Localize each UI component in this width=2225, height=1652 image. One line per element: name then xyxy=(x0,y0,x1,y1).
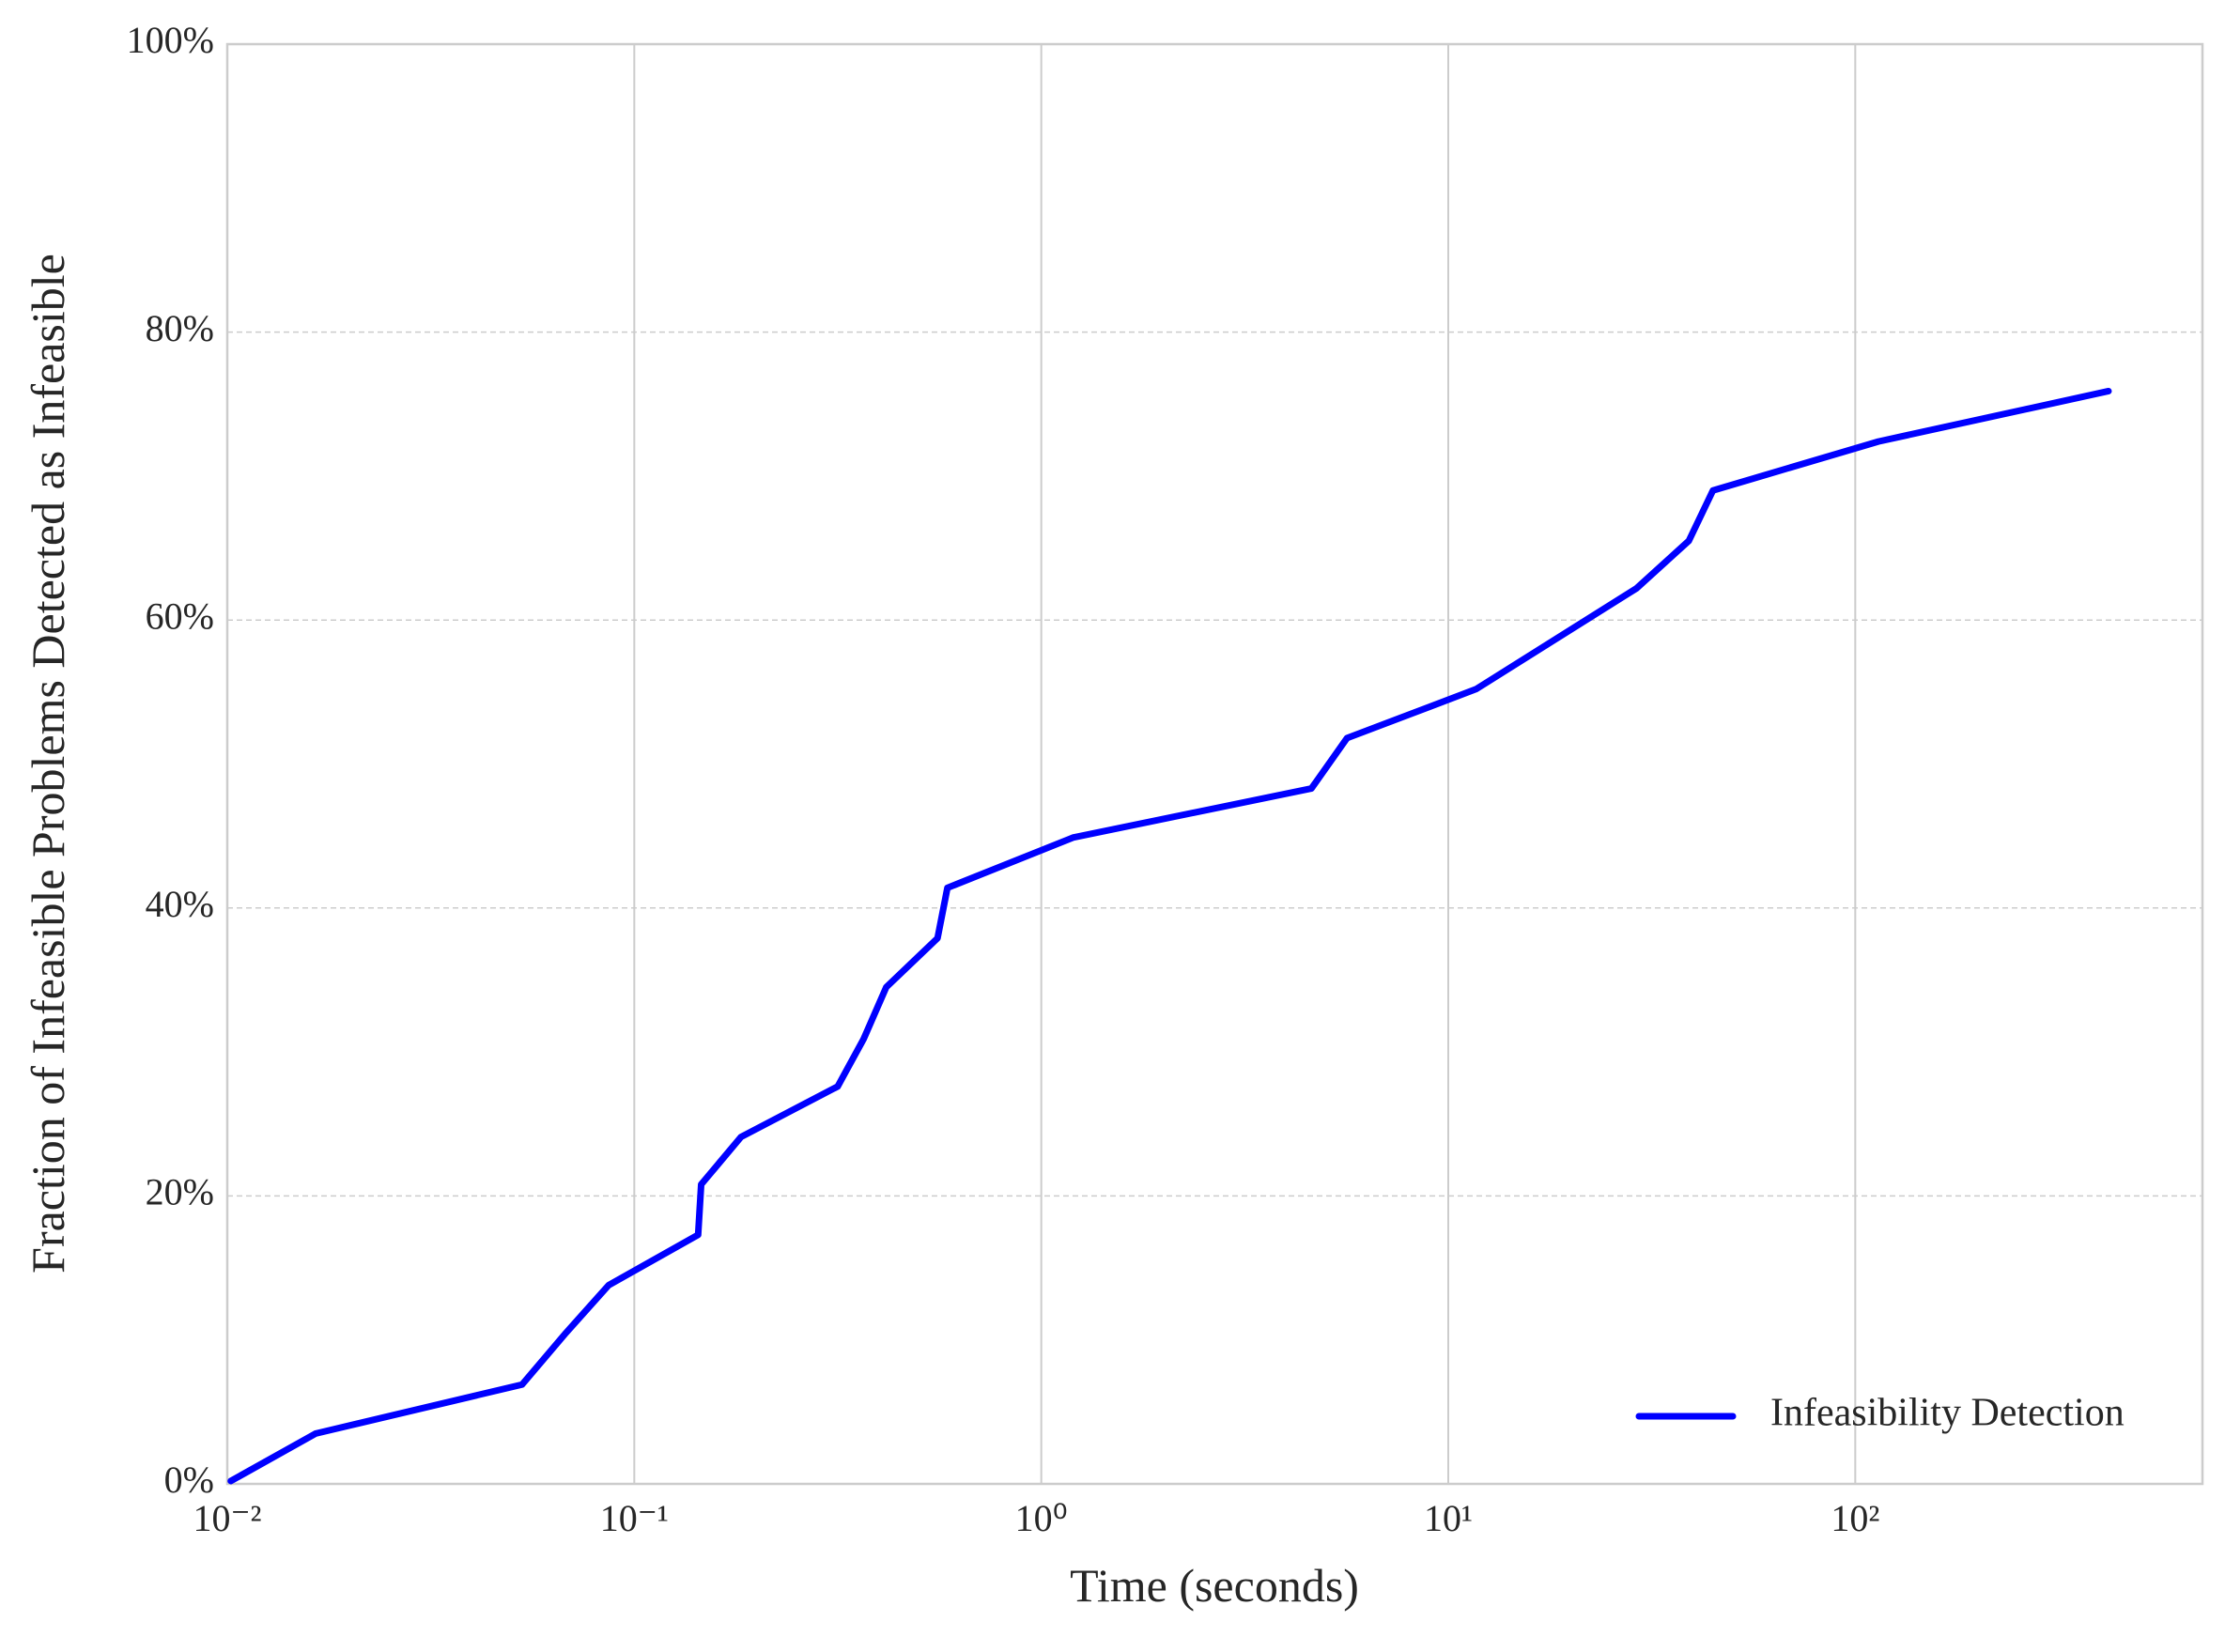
y-tick-label: 60% xyxy=(146,594,214,637)
y-tick-label: 80% xyxy=(146,307,214,349)
x-axis-label: Time (seconds) xyxy=(1070,1559,1359,1612)
legend-label: Infeasibility Detection xyxy=(1770,1392,2125,1435)
y-tick-label: 0% xyxy=(164,1459,214,1501)
x-tick-label: 10² xyxy=(1831,1497,1879,1539)
x-tick-label: 10⁰ xyxy=(1015,1497,1068,1539)
x-tick-label: 10⁻² xyxy=(193,1497,261,1539)
x-tick-label: 10⁻¹ xyxy=(600,1497,669,1539)
x-tick-label: 10¹ xyxy=(1424,1497,1473,1539)
plot-frame xyxy=(225,42,2204,1486)
y-tick-label: 40% xyxy=(146,883,214,925)
y-tick-label: 100% xyxy=(127,19,214,61)
data-line xyxy=(227,387,2112,1485)
y-axis-label: Fraction of Infeasible Problems Detected… xyxy=(22,254,74,1274)
y-tick-label: 20% xyxy=(146,1171,214,1213)
